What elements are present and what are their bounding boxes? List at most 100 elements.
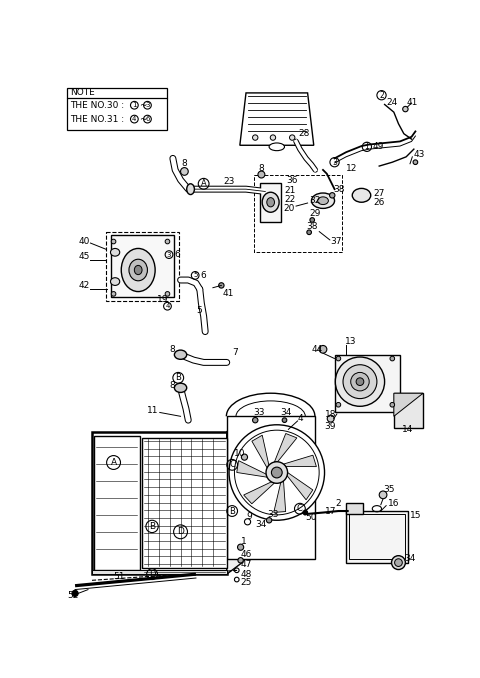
Circle shape bbox=[252, 135, 258, 140]
Circle shape bbox=[111, 292, 116, 296]
Text: 15: 15 bbox=[410, 511, 421, 520]
Circle shape bbox=[238, 557, 243, 563]
Circle shape bbox=[403, 106, 408, 112]
Text: 22: 22 bbox=[285, 195, 296, 203]
Polygon shape bbox=[237, 460, 267, 477]
Circle shape bbox=[72, 591, 78, 597]
Bar bbox=[335, 355, 400, 412]
Text: C: C bbox=[297, 504, 303, 513]
Circle shape bbox=[379, 491, 387, 499]
Text: NOTE: NOTE bbox=[71, 88, 95, 97]
Text: 3: 3 bbox=[145, 102, 150, 108]
Text: D: D bbox=[177, 527, 184, 536]
Text: 8: 8 bbox=[169, 381, 175, 390]
Bar bbox=[349, 514, 405, 559]
Polygon shape bbox=[394, 393, 423, 416]
Text: 8: 8 bbox=[259, 164, 264, 173]
Text: 42: 42 bbox=[78, 281, 89, 290]
Bar bbox=[260, 183, 281, 222]
Text: B: B bbox=[149, 522, 155, 531]
Text: 11: 11 bbox=[147, 406, 159, 416]
Circle shape bbox=[165, 292, 170, 296]
Circle shape bbox=[252, 418, 258, 423]
Text: 8: 8 bbox=[181, 159, 187, 168]
Ellipse shape bbox=[269, 143, 285, 151]
Ellipse shape bbox=[343, 365, 377, 399]
Ellipse shape bbox=[129, 259, 147, 281]
Circle shape bbox=[229, 425, 324, 520]
Text: 6: 6 bbox=[145, 116, 150, 122]
Text: D: D bbox=[149, 570, 156, 578]
Text: 2: 2 bbox=[379, 91, 384, 100]
Bar bbox=[346, 503, 363, 514]
Polygon shape bbox=[227, 416, 315, 559]
Text: 9: 9 bbox=[246, 512, 252, 521]
Ellipse shape bbox=[262, 193, 279, 212]
Text: 34: 34 bbox=[255, 519, 266, 529]
Ellipse shape bbox=[110, 248, 120, 256]
Text: THE NO.30 :: THE NO.30 : bbox=[71, 101, 128, 110]
Ellipse shape bbox=[174, 383, 187, 393]
Text: 43: 43 bbox=[414, 150, 425, 159]
Bar bbox=[142, 438, 227, 568]
Text: 23: 23 bbox=[223, 177, 234, 186]
Text: 5: 5 bbox=[193, 273, 197, 279]
Ellipse shape bbox=[174, 350, 187, 359]
Ellipse shape bbox=[356, 378, 364, 386]
Circle shape bbox=[258, 171, 265, 178]
Text: 1: 1 bbox=[364, 142, 369, 151]
Ellipse shape bbox=[110, 278, 120, 285]
Polygon shape bbox=[227, 420, 242, 574]
Text: 20: 20 bbox=[283, 204, 294, 213]
Circle shape bbox=[111, 239, 116, 244]
Text: 8: 8 bbox=[169, 345, 175, 354]
Text: 47: 47 bbox=[240, 561, 252, 570]
Text: 28: 28 bbox=[299, 129, 310, 138]
Text: 12: 12 bbox=[346, 164, 358, 173]
Text: 37: 37 bbox=[331, 237, 342, 246]
Circle shape bbox=[390, 403, 395, 407]
Text: 34: 34 bbox=[281, 408, 292, 417]
Text: 46: 46 bbox=[240, 551, 252, 559]
Text: 38: 38 bbox=[306, 222, 318, 231]
Text: 7: 7 bbox=[232, 348, 238, 357]
Text: 33: 33 bbox=[267, 510, 279, 519]
Circle shape bbox=[413, 160, 418, 165]
Bar bbox=[92, 432, 227, 574]
Text: B: B bbox=[175, 374, 181, 382]
Text: 50: 50 bbox=[305, 513, 317, 523]
Text: ~: ~ bbox=[139, 101, 146, 110]
Ellipse shape bbox=[392, 556, 406, 570]
Text: 51: 51 bbox=[114, 572, 125, 581]
Text: 1: 1 bbox=[132, 102, 137, 108]
Circle shape bbox=[390, 356, 395, 361]
Text: 1: 1 bbox=[240, 538, 246, 546]
Text: 39: 39 bbox=[324, 422, 336, 431]
Text: 2: 2 bbox=[335, 499, 341, 508]
Text: 52: 52 bbox=[67, 591, 79, 600]
Circle shape bbox=[319, 346, 327, 353]
Text: 24: 24 bbox=[386, 98, 397, 107]
Text: 4: 4 bbox=[298, 414, 303, 423]
Bar bbox=[92, 570, 227, 574]
Text: 3: 3 bbox=[332, 158, 337, 167]
Circle shape bbox=[180, 167, 188, 176]
Text: 17: 17 bbox=[324, 506, 336, 515]
Ellipse shape bbox=[312, 193, 335, 208]
Text: 35: 35 bbox=[383, 485, 395, 494]
Ellipse shape bbox=[351, 372, 369, 391]
Text: 21: 21 bbox=[285, 186, 296, 195]
Text: 38: 38 bbox=[333, 184, 345, 194]
Text: 4: 4 bbox=[165, 303, 169, 309]
Polygon shape bbox=[287, 473, 313, 500]
Circle shape bbox=[238, 544, 244, 551]
Circle shape bbox=[289, 135, 295, 140]
Ellipse shape bbox=[336, 357, 384, 406]
Text: 25: 25 bbox=[240, 578, 252, 587]
Text: 6: 6 bbox=[174, 250, 180, 259]
Polygon shape bbox=[252, 435, 269, 468]
Text: 48: 48 bbox=[240, 570, 252, 578]
Bar bbox=[394, 393, 423, 428]
Text: 45: 45 bbox=[78, 252, 89, 262]
Text: 44: 44 bbox=[312, 345, 323, 354]
